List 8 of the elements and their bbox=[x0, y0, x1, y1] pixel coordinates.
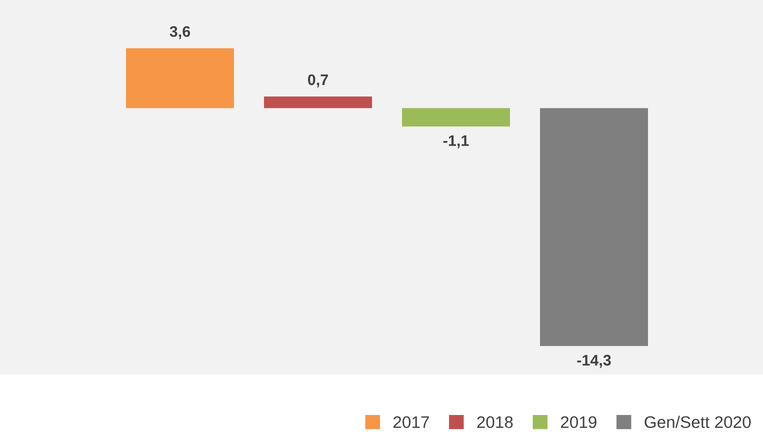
legend-label: 2017 bbox=[393, 416, 429, 428]
data-label: -14,3 bbox=[577, 354, 611, 368]
legend-label: Gen/Sett 2020 bbox=[644, 416, 751, 428]
legend-label: 2019 bbox=[560, 416, 596, 428]
data-label: 3,6 bbox=[170, 26, 190, 40]
data-label: -1,1 bbox=[443, 135, 469, 148]
legend-label: 2018 bbox=[477, 416, 513, 428]
data-label: 0,7 bbox=[308, 74, 328, 88]
